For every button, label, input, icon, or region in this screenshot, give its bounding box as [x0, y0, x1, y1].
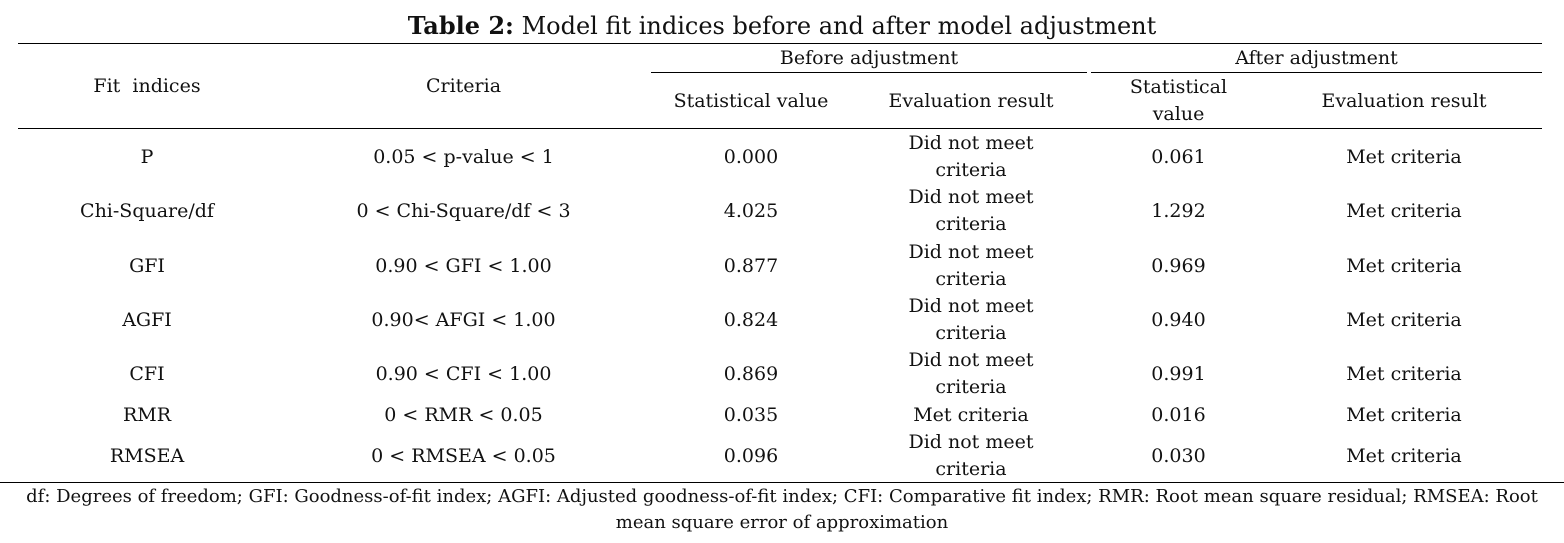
criteria-cell: 0 < RMSEA < 0.05 [371, 445, 556, 467]
after-value-cell: 0.030 [1151, 445, 1206, 467]
before-group-rule [651, 72, 1087, 73]
before-value-cell: 0.035 [723, 404, 779, 426]
caption-title: Model fit indices before and after model… [521, 12, 1157, 40]
after-value-cell: 0.061 [1151, 146, 1206, 168]
criteria-cell: 0 < Chi-Square/df < 3 [356, 200, 571, 222]
header-bottom-rule [18, 128, 1542, 129]
header-before-group: Before adjustment [779, 47, 959, 69]
fit-index-cell: CFI [129, 363, 165, 385]
fit-index-cell: P [140, 146, 154, 168]
table-caption: Table 2: Model fit indices before and af… [0, 9, 1564, 43]
header-after-statistical-value-line2: value [1152, 103, 1205, 125]
after-value-cell: 0.940 [1151, 309, 1206, 331]
before-eval-cell: Did not meet criteria [908, 241, 1034, 290]
before-value-cell: 0.824 [723, 309, 779, 331]
header-before-evaluation-result: Evaluation result [888, 90, 1054, 112]
before-value-cell: 4.025 [723, 200, 779, 222]
criteria-cell: 0 < RMR < 0.05 [384, 404, 543, 426]
fit-index-cell: RMSEA [109, 445, 185, 467]
after-eval-cell: Met criteria [1346, 309, 1462, 331]
fit-index-cell: Chi-Square/df [80, 200, 214, 222]
header-after-group: After adjustment [1235, 47, 1398, 69]
after-value-cell: 0.016 [1151, 404, 1206, 426]
criteria-cell: 0.90 < GFI < 1.00 [375, 255, 552, 277]
after-eval-cell: Met criteria [1346, 200, 1462, 222]
bottom-rule [0, 482, 1564, 483]
before-value-cell: 0.877 [723, 255, 779, 277]
before-eval-cell: Met criteria [913, 404, 1029, 426]
header-criteria: Criteria [425, 75, 502, 97]
caption-label: Table 2: [407, 11, 514, 40]
criteria-cell: 0.90< AFGI < 1.00 [371, 309, 556, 331]
fit-index-cell: GFI [129, 255, 165, 277]
header-fit-indices: Fit indices [93, 75, 201, 97]
header-after-statistical-value-line1: Statistical [1129, 76, 1228, 98]
after-eval-cell: Met criteria [1346, 404, 1462, 426]
before-eval-cell: Did not meet criteria [908, 295, 1034, 344]
after-value-cell: 1.292 [1151, 200, 1206, 222]
before-value-cell: 0.000 [723, 146, 779, 168]
after-eval-cell: Met criteria [1346, 146, 1462, 168]
after-eval-cell: Met criteria [1346, 255, 1462, 277]
table-footnote: df: Degrees of freedom; GFI: Goodness-of… [26, 486, 1538, 533]
before-value-cell: 0.869 [723, 363, 779, 385]
before-value-cell: 0.096 [723, 445, 779, 467]
criteria-cell: 0.05 < p-value < 1 [373, 146, 554, 168]
after-group-rule [1091, 72, 1542, 73]
after-eval-cell: Met criteria [1346, 445, 1462, 467]
before-eval-cell: Did not meet criteria [908, 349, 1034, 398]
header-before-statistical-value: Statistical value [673, 90, 829, 112]
top-rule [18, 43, 1542, 44]
criteria-cell: 0.90 < CFI < 1.00 [375, 363, 552, 385]
fit-index-cell: AGFI [122, 309, 172, 331]
before-eval-cell: Did not meet criteria [908, 186, 1034, 235]
header-after-evaluation-result: Evaluation result [1321, 90, 1487, 112]
after-value-cell: 0.991 [1151, 363, 1206, 385]
after-eval-cell: Met criteria [1346, 363, 1462, 385]
before-eval-cell: Did not meet criteria [908, 132, 1034, 181]
after-value-cell: 0.969 [1151, 255, 1206, 277]
fit-index-cell: RMR [122, 404, 172, 426]
before-eval-cell: Did not meet criteria [908, 431, 1034, 480]
